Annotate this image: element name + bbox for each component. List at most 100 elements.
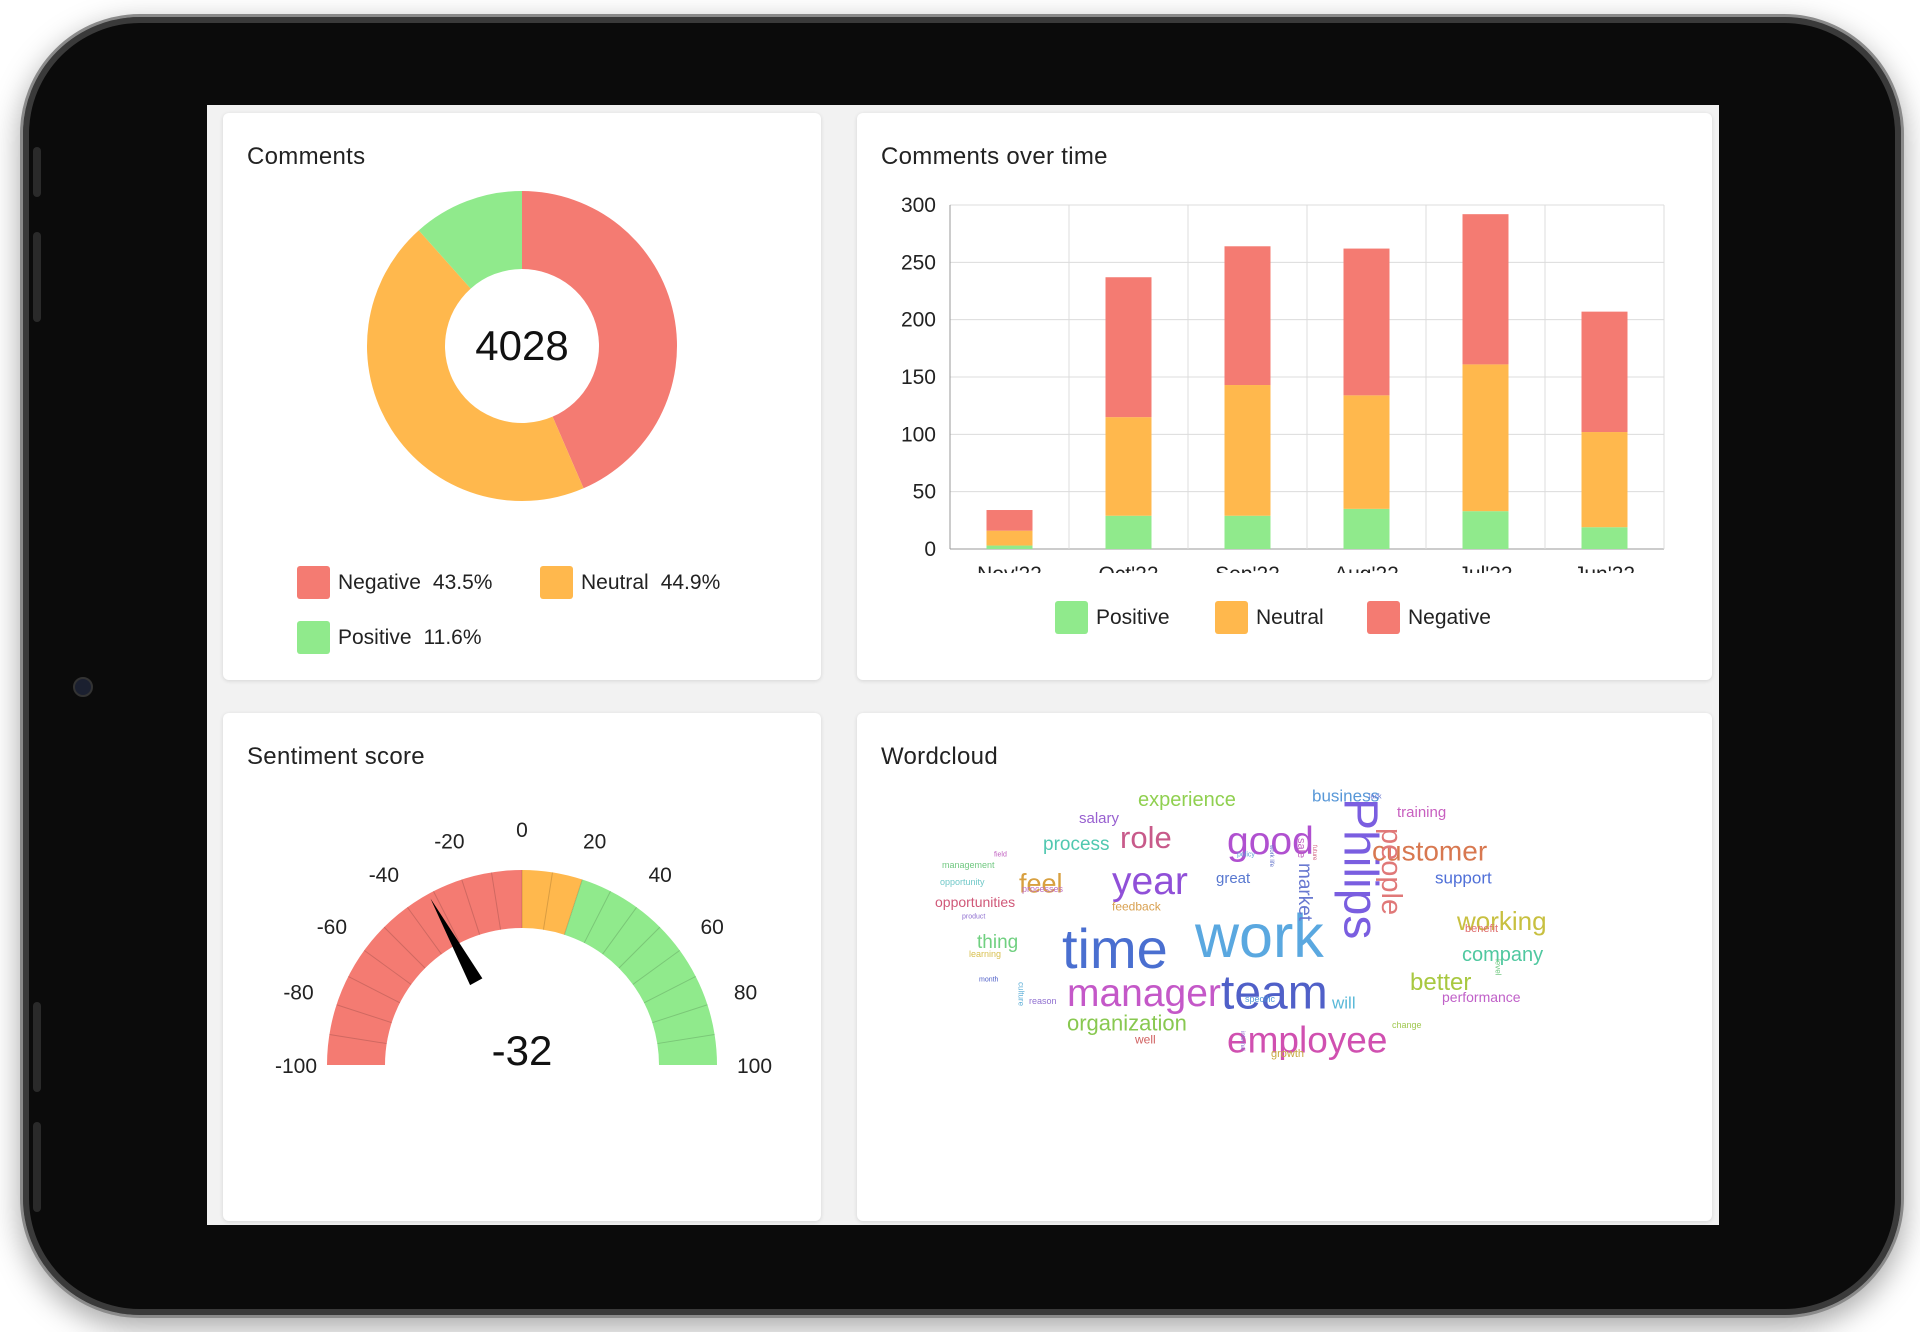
- wordcloud-word[interactable]: management: [942, 860, 995, 870]
- gauge-tick-line: [657, 1034, 715, 1045]
- wordcloud-word[interactable]: change: [1392, 1020, 1422, 1030]
- donut-slice-neutral[interactable]: [367, 230, 584, 501]
- wordcloud-word[interactable]: specific: [1245, 994, 1276, 1004]
- y-tick-label: 50: [913, 481, 936, 504]
- wordcloud-word[interactable]: culture: [1017, 982, 1026, 1007]
- wordcloud-word[interactable]: lack: [1369, 794, 1382, 801]
- wordcloud-word[interactable]: support: [1435, 869, 1492, 888]
- wordcloud-word[interactable]: well: [1134, 1033, 1156, 1047]
- legend-neutral[interactable]: Neutral: [1215, 601, 1324, 634]
- wordcloud-word[interactable]: level: [1494, 959, 1503, 976]
- wordcloud-word[interactable]: opportunity: [940, 877, 985, 887]
- bar-segment-negative[interactable]: [986, 510, 1033, 531]
- wordcloud-word[interactable]: good: [1227, 820, 1314, 863]
- wordcloud-word[interactable]: will: [1331, 994, 1356, 1013]
- gauge-tick-line: [363, 949, 412, 985]
- gauge-tick-line: [542, 872, 553, 930]
- wordcloud-word[interactable]: policy: [1237, 852, 1255, 859]
- wordcloud-word[interactable]: work life: [1268, 844, 1274, 868]
- gauge-tick-label: 20: [583, 831, 606, 854]
- gauge-band-positive: [564, 879, 717, 1065]
- y-tick-label: 0: [924, 538, 936, 561]
- wordcloud-word[interactable]: work: [1194, 902, 1324, 970]
- legend-label: Positive: [338, 625, 412, 649]
- wordcloud-word[interactable]: employee: [1227, 1020, 1387, 1061]
- gauge-tick-line: [336, 1004, 392, 1024]
- bar-segment-negative[interactable]: [1105, 277, 1152, 418]
- bar-segment-neutral[interactable]: [1581, 432, 1628, 528]
- x-tick-label: Jun'22: [1574, 563, 1635, 573]
- bar-segment-positive[interactable]: [986, 545, 1033, 549]
- bar-segment-positive[interactable]: [1343, 508, 1390, 549]
- gauge-tick-line: [383, 926, 426, 969]
- gauge-band-negative: [327, 870, 522, 1065]
- wordcloud-word[interactable]: thing: [977, 932, 1018, 953]
- bar-segment-negative[interactable]: [1343, 248, 1390, 396]
- wordcloud-word[interactable]: opportunities: [935, 894, 1015, 910]
- donut-slice-positive[interactable]: [418, 191, 522, 289]
- comments-over-time-card: Comments over time 0 50 100 150 200 250 300 Nov…: [857, 113, 1712, 680]
- legend-neutral[interactable]: Neutral 44.9%: [540, 566, 720, 599]
- wordcloud-word[interactable]: training: [1397, 804, 1446, 821]
- donut-slice-negative[interactable]: [522, 191, 677, 489]
- bar-segment-positive[interactable]: [1462, 511, 1509, 549]
- wordcloud-word[interactable]: customer: [1372, 835, 1487, 866]
- bar-segment-neutral[interactable]: [1462, 364, 1509, 512]
- wordcloud-word[interactable]: better: [1410, 969, 1471, 996]
- gauge-tick-label: -40: [369, 864, 399, 887]
- legend-positive[interactable]: Positive: [1055, 601, 1170, 634]
- bar-segment-negative[interactable]: [1581, 311, 1628, 433]
- wordcloud-word[interactable]: month: [979, 977, 999, 984]
- wordcloud-word[interactable]: great: [1216, 870, 1251, 887]
- legend-swatch-negative: [1367, 601, 1400, 634]
- wordcloud-word[interactable]: feedback: [1112, 900, 1162, 914]
- wordcloud-word[interactable]: internal: [1239, 1031, 1245, 1051]
- bar-segment-positive[interactable]: [1105, 515, 1152, 549]
- wordcloud-word[interactable]: performance: [1442, 989, 1521, 1005]
- wordcloud-word[interactable]: experience: [1138, 789, 1236, 811]
- wordcloud-word[interactable]: time: [1062, 917, 1168, 980]
- wordcloud-word[interactable]: reason: [1029, 996, 1057, 1006]
- wordcloud-word[interactable]: growth: [1271, 1048, 1304, 1060]
- wordcloud-word[interactable]: benefit: [1465, 923, 1498, 935]
- wordcloud-word[interactable]: future: [1311, 845, 1317, 861]
- bar-segment-neutral[interactable]: [1343, 395, 1390, 509]
- legend-negative[interactable]: Negative: [1367, 601, 1491, 634]
- wordcloud-word[interactable]: organization: [1067, 1011, 1187, 1036]
- wordcloud-word[interactable]: sale: [1295, 838, 1307, 858]
- wordcloud-word[interactable]: role: [1120, 820, 1172, 855]
- bar-segment-positive[interactable]: [1581, 527, 1628, 549]
- gauge-tick-line: [348, 976, 401, 1004]
- wordcloud-word[interactable]: business: [1312, 787, 1379, 806]
- wordcloud-word[interactable]: process: [1043, 834, 1110, 855]
- legend-swatch-positive: [1055, 601, 1088, 634]
- legend-label: Neutral: [1256, 605, 1324, 629]
- wordcloud-word[interactable]: year: [1112, 860, 1188, 903]
- x-tick-label: Nov'22: [977, 563, 1042, 573]
- wordcloud-word[interactable]: Philips: [1334, 798, 1387, 939]
- gauge-tick-label: -100: [275, 1055, 317, 1078]
- legend-positive[interactable]: Positive 11.6%: [297, 621, 482, 654]
- bar-segment-negative[interactable]: [1224, 246, 1271, 386]
- wordcloud-word[interactable]: processes: [1022, 884, 1064, 894]
- legend-label: Negative: [338, 570, 421, 594]
- wordcloud-word[interactable]: product: [962, 914, 985, 921]
- wordcloud-word[interactable]: working: [1456, 906, 1547, 936]
- wordcloud-word[interactable]: company: [1462, 944, 1543, 966]
- wordcloud-word[interactable]: field: [994, 852, 1007, 859]
- bar-segment-negative[interactable]: [1462, 214, 1509, 365]
- bar-segment-neutral[interactable]: [1224, 385, 1271, 516]
- bar-segment-neutral[interactable]: [986, 530, 1033, 546]
- bar-segment-positive[interactable]: [1224, 515, 1271, 549]
- wordcloud-word[interactable]: manager: [1067, 972, 1221, 1015]
- x-tick-label: Jul'22: [1458, 563, 1512, 573]
- wordcloud-word[interactable]: market: [1294, 863, 1315, 922]
- legend-negative[interactable]: Negative 43.5%: [297, 566, 492, 599]
- bar-segment-neutral[interactable]: [1105, 417, 1152, 516]
- wordcloud-word[interactable]: team: [1221, 966, 1328, 1019]
- wordcloud-word[interactable]: feel: [1019, 869, 1063, 899]
- wordcloud-word[interactable]: salary: [1079, 810, 1120, 827]
- wordcloud-word[interactable]: people: [1375, 828, 1407, 915]
- wordcloud-word[interactable]: learning: [969, 949, 1001, 959]
- x-tick-label: Sep'22: [1215, 563, 1280, 573]
